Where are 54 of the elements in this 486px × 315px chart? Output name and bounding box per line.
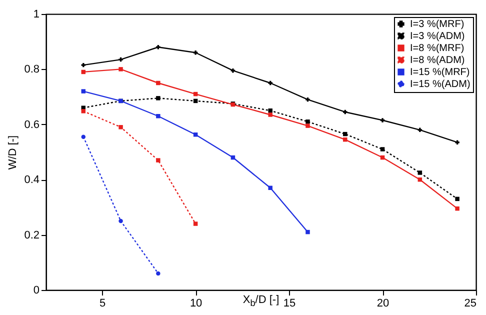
point [343,110,348,114]
legend-label: I=3 %(ADM) [410,31,465,42]
x-tick-label: 20 [376,298,390,310]
point [455,140,460,144]
point [268,112,272,117]
legend-label: I=8 %(MRF) [410,43,464,54]
y-tick-label: 0.2 [24,229,40,242]
x-tick-label: 5 [100,298,106,310]
point [193,50,198,55]
point [418,170,422,175]
x-tick-label: 15 [283,298,296,310]
y-tick-label: 0.6 [24,118,40,131]
point [118,218,123,224]
legend-label: I=15 %(MRF) [410,67,470,78]
point [455,196,460,202]
legend-label: I=15 %(ADM) [410,79,470,90]
y-tick-label: 1 [33,8,40,20]
x-tick-label: 25 [464,298,476,310]
y-tick-label: 0.8 [24,64,40,76]
point [156,80,160,86]
point [230,68,236,73]
x-tick-label: 10 [190,298,202,310]
point [81,109,86,114]
point [81,62,86,68]
legend-label: I=3 %(MRF) [410,19,464,30]
point [81,89,86,94]
point [455,206,460,211]
point [156,45,160,50]
point [156,158,160,162]
y-tick-label: 0 [33,284,40,296]
point [118,125,123,130]
point [156,271,160,276]
point [306,97,310,102]
point [156,114,160,118]
y-axis-title: W/D [-] [7,135,20,170]
point [306,120,310,124]
point [118,57,123,62]
point [268,108,272,113]
point [268,186,272,190]
point [343,137,348,142]
legend-label: I=8 %(ADM) [410,55,465,66]
point [418,128,422,132]
point [193,222,198,226]
y-tick-label: 0.4 [24,174,40,186]
point [156,96,160,100]
point [306,124,310,128]
point [380,118,385,122]
point [380,147,385,152]
point [306,230,310,234]
point [343,132,348,136]
point [118,67,123,72]
point [81,134,86,139]
point [268,80,272,86]
x-axis-title: X$_{b}$/D [-] [242,294,280,308]
